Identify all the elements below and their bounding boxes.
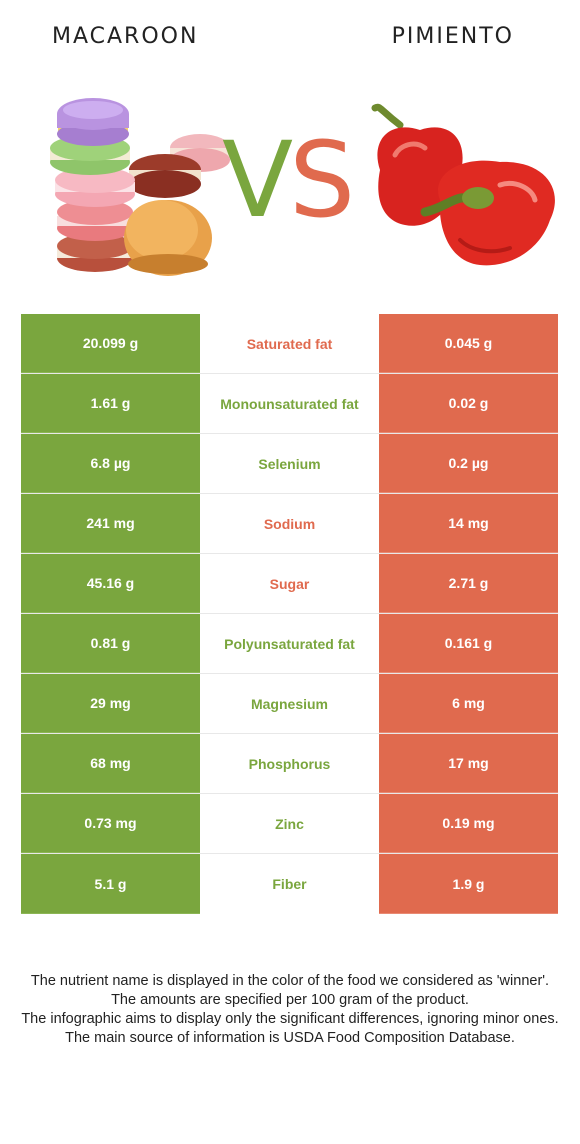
left-value: 68 mg	[21, 734, 200, 793]
right-value: 17 mg	[379, 734, 558, 793]
comparison-table: 20.099 g Saturated fat 0.045 g 1.61 g Monoun…	[21, 314, 558, 914]
left-food-title: MACAROON	[52, 24, 199, 49]
vs-s-letter: S	[289, 119, 355, 241]
right-value: 0.2 µg	[379, 434, 558, 493]
right-value: 0.02 g	[379, 374, 558, 433]
right-value: 2.71 g	[379, 554, 558, 613]
left-value: 0.81 g	[21, 614, 200, 673]
table-row: 45.16 g Sugar 2.71 g	[21, 554, 558, 614]
right-value: 0.045 g	[379, 314, 558, 373]
footer-note-source: The main source of information is USDA F…	[65, 1030, 515, 1046]
nutrient-name: Magnesium	[200, 674, 379, 733]
nutrient-name: Sodium	[200, 494, 379, 553]
left-value: 241 mg	[21, 494, 200, 553]
vs-v-letter: V	[222, 119, 293, 241]
nutrient-name: Polyunsaturated fat	[200, 614, 379, 673]
table-row: 20.099 g Saturated fat 0.045 g	[21, 314, 558, 374]
header: MACAROON PIMIENTO	[0, 0, 580, 300]
left-value: 1.61 g	[21, 374, 200, 433]
right-value: 14 mg	[379, 494, 558, 553]
nutrient-name: Fiber	[200, 854, 379, 914]
pimiento-image	[371, 103, 555, 266]
right-food-title: PIMIENTO	[391, 24, 514, 49]
nutrient-name: Phosphorus	[200, 734, 379, 793]
left-value: 5.1 g	[21, 854, 200, 914]
footer-note-winner: The nutrient name is displayed in the co…	[30, 973, 550, 989]
nutrient-name: Sugar	[200, 554, 379, 613]
left-value: 0.73 mg	[21, 794, 200, 853]
nutrient-name: Selenium	[200, 434, 379, 493]
table-row: 6.8 µg Selenium 0.2 µg	[21, 434, 558, 494]
nutrient-name: Monounsaturated fat	[200, 374, 379, 433]
table-row: 5.1 g Fiber 1.9 g	[21, 854, 558, 914]
left-value: 20.099 g	[21, 314, 200, 373]
vs-label: VS	[222, 128, 355, 232]
nutrient-name: Zinc	[200, 794, 379, 853]
right-value: 1.9 g	[379, 854, 558, 914]
table-row: 241 mg Sodium 14 mg	[21, 494, 558, 554]
footer-note-amounts: The amounts are specified per 100 gram o…	[111, 992, 469, 1008]
nutrient-name: Saturated fat	[200, 314, 379, 373]
table-row: 1.61 g Monounsaturated fat 0.02 g	[21, 374, 558, 434]
right-value: 0.19 mg	[379, 794, 558, 853]
macaroon-image	[50, 98, 230, 276]
right-value: 0.161 g	[379, 614, 558, 673]
footer-notes: The nutrient name is displayed in the co…	[20, 972, 560, 1048]
footer-note-aim: The infographic aims to display only the…	[21, 1011, 559, 1027]
left-value: 29 mg	[21, 674, 200, 733]
table-row: 0.81 g Polyunsaturated fat 0.161 g	[21, 614, 558, 674]
left-value: 6.8 µg	[21, 434, 200, 493]
table-row: 68 mg Phosphorus 17 mg	[21, 734, 558, 794]
table-row: 0.73 mg Zinc 0.19 mg	[21, 794, 558, 854]
table-row: 29 mg Magnesium 6 mg	[21, 674, 558, 734]
right-value: 6 mg	[379, 674, 558, 733]
left-value: 45.16 g	[21, 554, 200, 613]
